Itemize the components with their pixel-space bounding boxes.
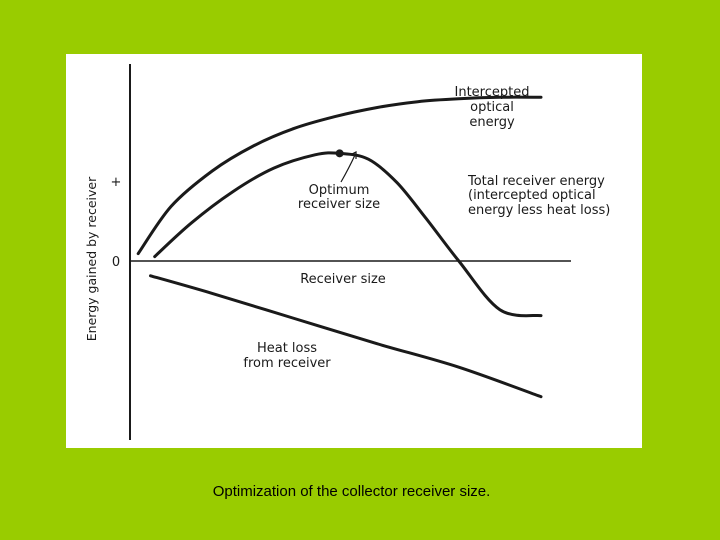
series-layer xyxy=(136,95,543,399)
intercepted-energy-label: Intercepted optical energy xyxy=(455,85,530,130)
intercepted-label-line-2: optical xyxy=(470,100,514,115)
slide-caption: Optimization of the collector receiver s… xyxy=(212,483,491,500)
optimum-label-line-1: Optimum xyxy=(309,183,370,198)
y-tick-zero: 0 xyxy=(112,255,120,270)
intercepted-label-line-3: energy xyxy=(469,115,515,130)
chart-svg: + 0 Energy gained by receiver Receiver s… xyxy=(84,64,610,440)
optimum-label-line-2: receiver size xyxy=(298,197,380,212)
chart-panel: + 0 Energy gained by receiver Receiver s… xyxy=(66,54,642,448)
total-label-line-2: (intercepted optical xyxy=(468,188,596,203)
optimum-arrow xyxy=(340,154,356,183)
optimum-annotation: Optimum receiver size xyxy=(298,151,380,212)
total-label-line-1: Total receiver energy xyxy=(467,174,605,189)
y-tick-plus: + xyxy=(111,175,122,190)
heat-loss-label-line-1: Heat loss xyxy=(257,341,317,356)
heat-loss-curve xyxy=(149,274,543,399)
optimum-arrow-head xyxy=(349,151,357,159)
y-axis-label: Energy gained by receiver xyxy=(84,176,99,341)
heat-loss-label: Heat loss from receiver xyxy=(243,341,331,371)
total-energy-label: Total receiver energy (intercepted optic… xyxy=(467,174,610,218)
intercepted-energy-curve xyxy=(136,95,543,256)
x-axis-label: Receiver size xyxy=(300,272,386,287)
intercepted-label-line-1: Intercepted xyxy=(455,85,530,100)
optimum-point-marker xyxy=(335,149,344,158)
heat-loss-label-line-2: from receiver xyxy=(243,356,331,371)
total-label-line-3: energy less heat loss) xyxy=(468,203,610,218)
